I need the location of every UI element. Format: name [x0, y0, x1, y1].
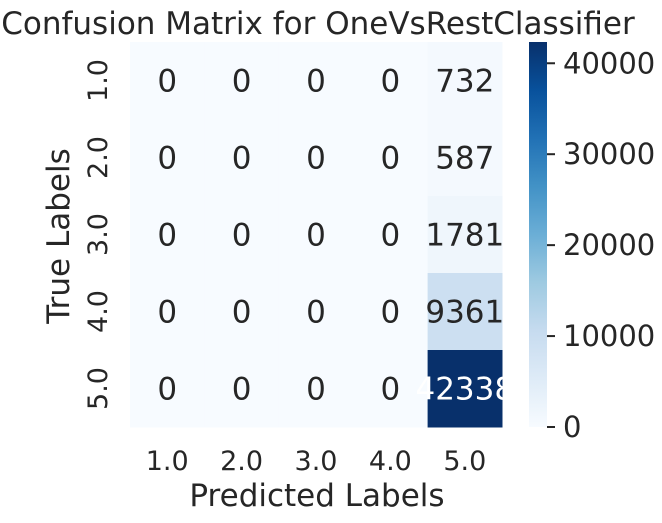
heatmap-cell — [427, 273, 503, 351]
heatmap-cell — [204, 42, 280, 120]
heatmap-cells — [130, 42, 503, 428]
colorbar-tick-label: 10000 — [563, 319, 655, 353]
x-tick-label: 2.0 — [220, 446, 263, 477]
y-axis-label: True Labels — [41, 148, 77, 324]
x-tick-label: 4.0 — [369, 446, 412, 477]
heatmap-cell — [353, 273, 429, 351]
heatmap-cell — [204, 196, 280, 274]
heatmap-cell-value: 0 — [232, 64, 252, 100]
heatmap-cell-value: 0 — [157, 64, 177, 100]
heatmap-cell — [427, 350, 503, 428]
heatmap-cell — [278, 196, 354, 274]
heatmap-cell — [278, 119, 354, 197]
colorbar-tick-label: 40000 — [563, 46, 655, 80]
heatmap-cell-value: 0 — [381, 295, 401, 331]
heatmap-cell-value: 0 — [381, 64, 401, 100]
heatmap-cell-value: 0 — [232, 372, 252, 408]
heatmap-cell — [278, 350, 354, 428]
heatmap-cell-value: 0 — [157, 218, 177, 254]
heatmap-cell-value: 0 — [232, 295, 252, 331]
colorbar-tick-label: 20000 — [563, 228, 655, 262]
heatmap-cell-value: 42338 — [415, 372, 514, 408]
heatmap-cell — [353, 196, 429, 274]
y-tick-label: 1.0 — [83, 59, 114, 102]
heatmap-cell — [130, 119, 205, 197]
heatmap-cell-value: 0 — [232, 141, 252, 177]
y-tick-label: 2.0 — [83, 136, 114, 179]
heatmap-cell-value: 0 — [232, 218, 252, 254]
heatmap-cell-value: 0 — [381, 141, 401, 177]
y-tick-label: 3.0 — [83, 213, 114, 256]
x-axis-label: Predicted Labels — [189, 478, 444, 514]
heatmap-cell-value: 0 — [306, 64, 326, 100]
heatmap-cell — [204, 350, 280, 428]
heatmap-cell-labels: 0 0 0 0 732 0 0 0 0 587 0 0 0 0 1781 0 0 0 0 9361 0 0 0 0 42338 — [157, 64, 514, 408]
heatmap-cell-value: 0 — [306, 218, 326, 254]
heatmap-cell — [130, 196, 205, 274]
heatmap-cell-value: 0 — [381, 372, 401, 408]
heatmap-cell — [353, 42, 429, 120]
colorbar-tick-label: 30000 — [563, 137, 655, 171]
heatmap-cell-value: 0 — [157, 372, 177, 408]
heatmap-cell — [353, 350, 429, 428]
heatmap-cell-value: 0 — [306, 141, 326, 177]
heatmap-cell — [278, 42, 354, 120]
x-tick-label: 1.0 — [146, 446, 189, 477]
heatmap-cell-value: 732 — [435, 64, 494, 100]
x-axis-ticks: 1.0 2.0 3.0 4.0 5.0 — [146, 446, 487, 477]
x-tick-label: 3.0 — [295, 446, 338, 477]
heatmap-cell — [204, 119, 280, 197]
heatmap-cell-value: 0 — [157, 141, 177, 177]
heatmap-cell — [204, 273, 280, 351]
heatmap-cell — [427, 119, 503, 197]
chart-title: Confusion Matrix for OneVsRestClassifier — [1, 6, 635, 42]
heatmap-cell-value: 0 — [306, 372, 326, 408]
heatmap-cell — [353, 119, 429, 197]
colorbar-ticks: 0 10000 20000 30000 40000 — [547, 46, 655, 444]
colorbar-tick-label: 0 — [563, 410, 581, 444]
heatmap-cell — [130, 350, 205, 428]
heatmap-cell-value: 0 — [381, 218, 401, 254]
heatmap-cell-value: 0 — [306, 295, 326, 331]
heatmap-cell — [130, 42, 205, 120]
heatmap-cell — [427, 196, 503, 274]
x-tick-label: 5.0 — [443, 446, 486, 477]
heatmap-cell — [427, 42, 503, 120]
heatmap-cell — [130, 273, 205, 351]
heatmap-cell — [278, 273, 354, 351]
colorbar — [529, 42, 547, 427]
heatmap-cell-value: 1781 — [425, 218, 504, 254]
heatmap-cell-value: 587 — [435, 141, 494, 177]
heatmap-cell-value: 0 — [157, 295, 177, 331]
heatmap-cell-value: 9361 — [425, 295, 504, 331]
y-axis-ticks: 1.0 2.0 3.0 4.0 5.0 — [83, 59, 114, 410]
y-tick-label: 4.0 — [83, 290, 114, 333]
y-tick-label: 5.0 — [83, 367, 114, 410]
